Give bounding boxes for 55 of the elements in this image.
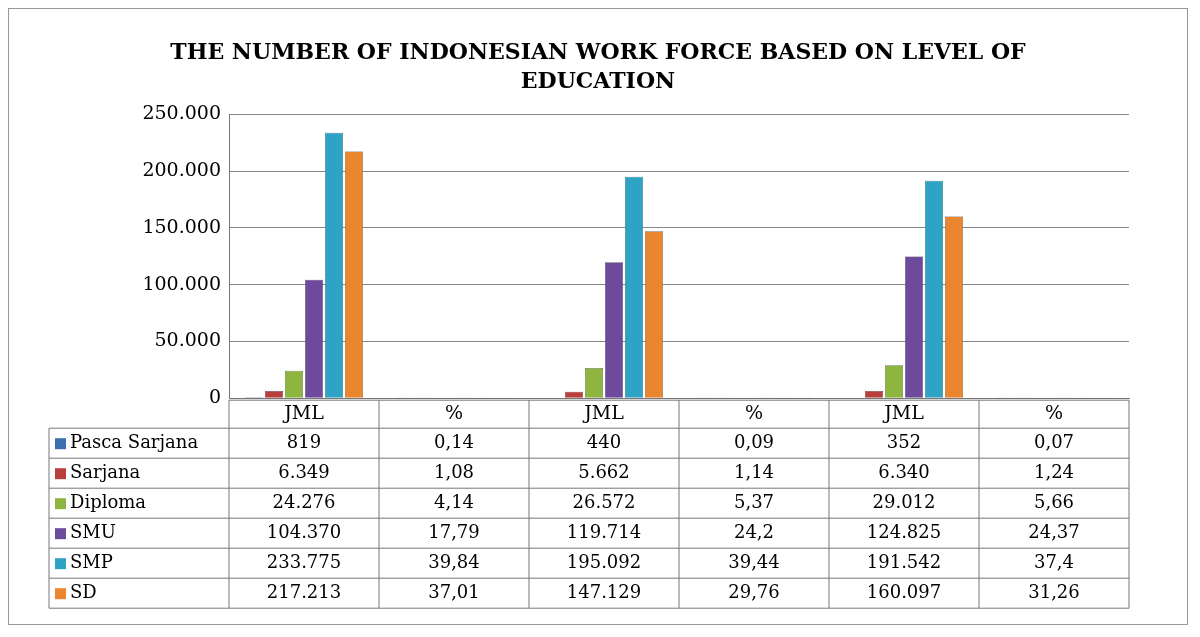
data-label: 37,4	[1033, 550, 1075, 572]
data-label: 217.213	[266, 580, 342, 602]
x-tick-label: JML	[282, 400, 325, 423]
y-tick-label: 150.000	[142, 214, 221, 237]
data-label: 29,76	[728, 580, 780, 602]
data-label: 31,26	[1028, 580, 1080, 602]
data-label: 195.092	[566, 550, 642, 572]
data-label: 29.012	[872, 490, 936, 512]
y-tick-label: 100.000	[142, 271, 221, 294]
data-label: 6.340	[878, 460, 930, 482]
x-tick-label: %	[444, 400, 464, 423]
data-label: 124.825	[866, 520, 942, 542]
data-label: 819	[286, 430, 322, 452]
data-label: 119.714	[566, 520, 642, 542]
data-label: 233.775	[266, 550, 342, 572]
legend-label: Diploma	[70, 490, 147, 512]
y-tick-label: 50.000	[154, 328, 221, 351]
data-label: 6.349	[278, 460, 330, 482]
data-label: 0,09	[733, 430, 775, 452]
data-label: 17,79	[428, 520, 480, 542]
legend-label: Sarjana	[70, 460, 141, 482]
data-label: 160.097	[866, 580, 942, 602]
data-label: 440	[586, 430, 622, 452]
data-label: 5,37	[733, 490, 775, 512]
data-label: 352	[886, 430, 922, 452]
data-label: 24,37	[1028, 520, 1080, 542]
legend-label: SMU	[70, 520, 116, 542]
data-label: 26.572	[572, 490, 636, 512]
data-label: 0,07	[1033, 430, 1075, 452]
data-label: 0,14	[433, 430, 475, 452]
data-label: 39,84	[428, 550, 480, 572]
legend-label: SMP	[70, 550, 113, 572]
data-label: 1,24	[1033, 460, 1075, 482]
data-label: 39,44	[728, 550, 780, 572]
y-tick-label: 200.000	[142, 158, 221, 181]
data-label: 5,66	[1033, 490, 1075, 512]
y-tick-label: 0	[208, 385, 221, 408]
data-label: 104.370	[266, 520, 342, 542]
chart-title: THE NUMBER OF INDONESIAN WORK FORCE BASED ON LEVEL OF EDUCATION	[169, 37, 1027, 95]
data-label: 1,08	[433, 460, 475, 482]
data-label: 37,01	[428, 580, 480, 602]
data-label: 24,2	[733, 520, 775, 542]
data-label: 24.276	[272, 490, 336, 512]
y-tick-label: 250.000	[142, 101, 221, 124]
legend-label: SD	[70, 580, 97, 602]
data-label: 4,14	[433, 490, 475, 512]
legend-label: Pasca Sarjana	[70, 430, 199, 452]
data-label: 147.129	[566, 580, 642, 602]
x-tick-label: %	[1044, 400, 1064, 423]
data-label: 191.542	[866, 550, 942, 572]
x-tick-label: %	[744, 400, 764, 423]
x-tick-label: JML	[882, 400, 925, 423]
data-label: 5.662	[578, 460, 630, 482]
x-tick-label: JML	[582, 400, 625, 423]
data-label: 1,14	[733, 460, 775, 482]
